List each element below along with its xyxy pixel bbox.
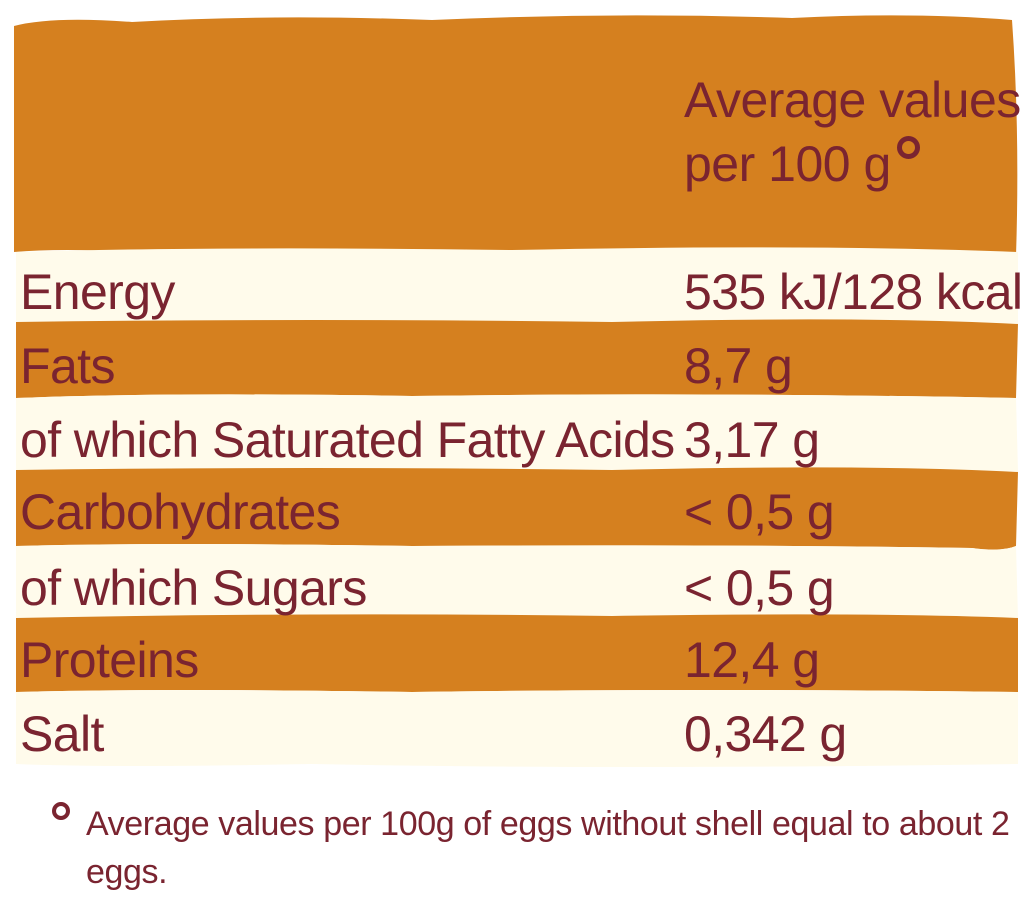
table-row: of which Saturated Fatty Acids 3,17 g <box>12 404 1022 476</box>
row-value: < 0,5 g <box>684 560 835 616</box>
row-label: of which Sugars <box>20 560 367 616</box>
row-band-sugars <box>16 544 1018 618</box>
row-label: of which Saturated Fatty Acids <box>20 412 675 468</box>
row-label: Energy <box>20 264 175 320</box>
row-band-carbohydrates <box>16 467 1018 550</box>
column-header: Average values per 100 g <box>684 68 1021 196</box>
row-label: Salt <box>20 706 104 762</box>
row-band-proteins <box>16 614 1018 692</box>
row-label: Carbohydrates <box>20 484 341 540</box>
table-row: Salt 0,342 g <box>12 698 1022 770</box>
row-value: 0,342 g <box>684 706 847 762</box>
column-header-line2: per 100 g <box>684 136 891 192</box>
row-band-salt <box>16 690 1018 767</box>
row-value: 8,7 g <box>684 338 793 394</box>
table-row: Proteins 12,4 g <box>12 624 1022 696</box>
degree-footnote-icon <box>52 802 70 820</box>
degree-footnote-icon <box>896 136 920 159</box>
row-value: 3,17 g <box>684 412 820 468</box>
nutrition-table: Average values per 100 g Energy 535 kJ/1… <box>12 12 1023 770</box>
row-label: Proteins <box>20 632 199 688</box>
row-band-energy <box>16 247 1018 324</box>
row-band-fats <box>16 319 1018 398</box>
table-row: of which Sugars < 0,5 g <box>12 552 1022 624</box>
table-row: Energy 535 kJ/128 kcal <box>12 256 1023 328</box>
footnote-text: Average values per 100g of eggs without … <box>86 805 1010 891</box>
row-value: < 0,5 g <box>684 484 835 540</box>
row-value: 535 kJ/128 kcal <box>684 264 1023 320</box>
row-band-saturated <box>16 394 1018 472</box>
table-row: Fats 8,7 g <box>12 330 1022 402</box>
row-value: 12,4 g <box>684 632 820 688</box>
row-label: Fats <box>20 338 115 394</box>
header-band <box>14 15 1018 256</box>
column-header-line2-wrap: per 100 g <box>684 132 1021 196</box>
table-row: Carbohydrates < 0,5 g <box>12 476 1022 548</box>
column-header-line1: Average values <box>684 72 1021 128</box>
table-background <box>14 15 1018 767</box>
